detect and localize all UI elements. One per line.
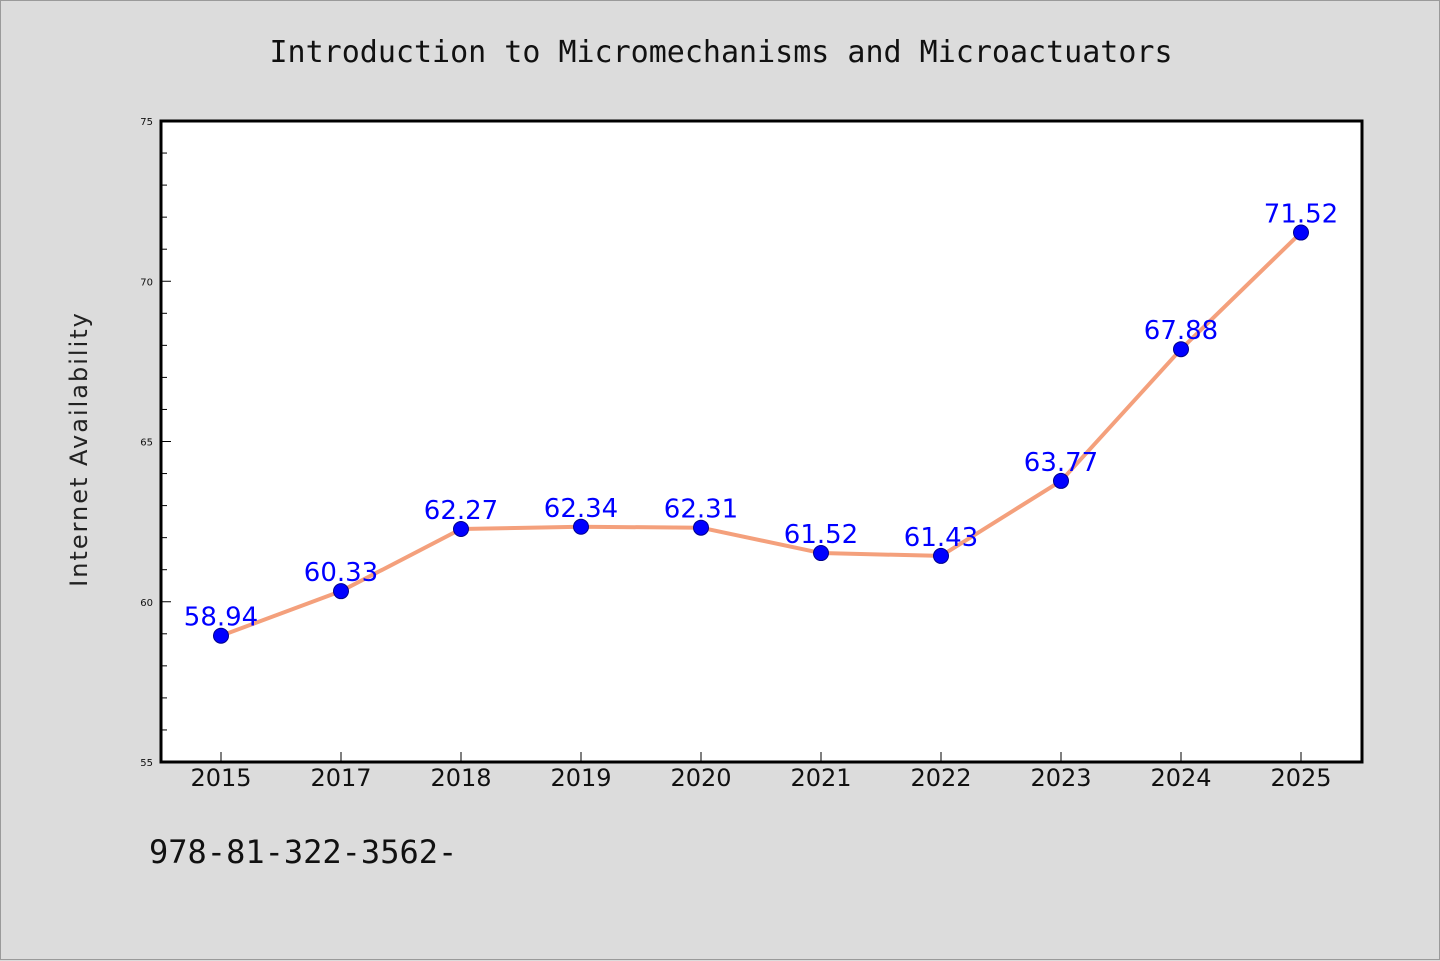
data-label: 60.33 xyxy=(304,558,378,588)
data-point-marker xyxy=(1293,224,1309,241)
chart-title: Introduction to Micromechanisms and Micr… xyxy=(269,35,1173,70)
x-tick-label: 2017 xyxy=(310,764,371,792)
data-series xyxy=(213,224,1309,644)
data-label: 67.88 xyxy=(1144,316,1218,346)
x-tick-label: 2018 xyxy=(430,764,491,792)
x-tick-label: 2023 xyxy=(1030,764,1091,792)
y-tick-label: 75 xyxy=(140,117,153,128)
data-point-marker xyxy=(573,518,589,535)
data-point-marker xyxy=(213,627,229,644)
data-point-marker xyxy=(693,519,709,536)
data-label: 62.27 xyxy=(424,496,498,526)
data-label: 58.94 xyxy=(184,603,258,633)
plot-area xyxy=(159,119,1364,764)
x-tick-label: 2024 xyxy=(1150,764,1211,792)
x-tick-label: 2015 xyxy=(190,764,251,792)
data-point-marker xyxy=(1173,341,1189,358)
data-label: 61.43 xyxy=(904,523,978,553)
data-point-marker xyxy=(813,545,829,562)
y-tick-label: 60 xyxy=(140,598,153,609)
y-tick-label: 55 xyxy=(140,758,153,769)
x-tick-label: 2025 xyxy=(1270,764,1331,792)
data-point-marker xyxy=(453,520,469,537)
x-tick-label: 2020 xyxy=(670,764,731,792)
data-point-marker xyxy=(333,583,349,600)
data-label: 62.34 xyxy=(544,494,618,524)
y-tick-label: 65 xyxy=(140,438,153,449)
x-tick-label: 2022 xyxy=(910,764,971,792)
data-point-marker xyxy=(1053,472,1069,489)
x-tick-label: 2021 xyxy=(790,764,851,792)
series-line xyxy=(220,231,1303,638)
y-axis-ticks: 55 60 65 70 75 xyxy=(140,117,171,769)
isbn-text: 978-81-322-3562- xyxy=(149,833,458,871)
data-point-marker xyxy=(933,547,949,564)
data-label: 62.31 xyxy=(664,495,738,525)
data-label: 71.52 xyxy=(1264,200,1338,230)
x-tick-label: 2019 xyxy=(550,764,611,792)
data-label: 63.77 xyxy=(1024,448,1098,478)
data-label: 61.52 xyxy=(784,520,858,550)
data-labels: 58.94 60.33 62.27 62.34 62.31 61.52 61.43 63.77… xyxy=(184,200,1338,633)
x-axis-ticks: 2015 2017 2018 2019 2020 2021 2022 2023 2024 2025 xyxy=(190,752,1332,792)
y-tick-label: 70 xyxy=(140,277,153,288)
